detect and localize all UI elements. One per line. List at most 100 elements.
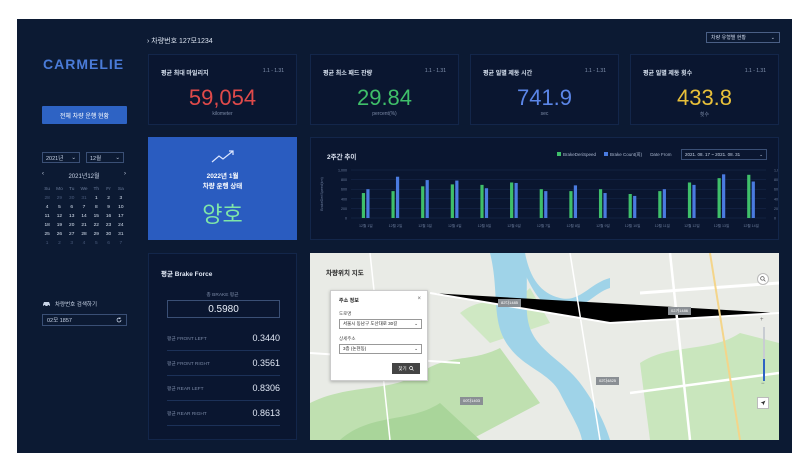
chart-bar-speed[interactable] [598,189,603,218]
calendar-day[interactable]: 31 [118,232,124,237]
chart-bar-speed[interactable] [391,191,395,218]
chart-bar-speed[interactable] [361,193,366,218]
chart-bar-count[interactable] [633,195,637,218]
calendar-day[interactable]: 2 [58,241,61,246]
chart-bar-speed[interactable] [539,189,543,218]
calendar-day[interactable]: 9 [107,205,110,210]
calendar-day[interactable]: 1 [94,196,98,201]
chart-bar-count[interactable] [544,191,548,218]
vehicle-search-input[interactable]: 02모 1857 [42,314,127,326]
zoom-out-icon[interactable]: − [761,381,765,387]
calendar-day[interactable]: 15 [93,214,99,219]
calendar-day[interactable]: 10 [118,205,124,210]
chart-bar-count[interactable] [573,185,578,218]
detail-label: 상세주소 [339,336,356,341]
chart-bar-count[interactable] [395,176,400,218]
next-month-icon[interactable]: › [124,171,126,177]
calendar-day[interactable]: 29 [93,232,99,237]
prev-month-icon[interactable]: ‹ [42,171,44,177]
calendar-day[interactable]: 16 [105,214,112,219]
chart-bar-speed[interactable] [687,182,692,218]
calendar-day[interactable]: 21 [81,223,87,228]
chart-bar-count[interactable] [455,180,459,218]
all-vehicles-button[interactable]: 전체 차량 운행 현황 [42,106,127,124]
chart-bar-speed[interactable] [717,178,721,218]
calendar-day[interactable]: 22 [93,223,99,228]
map-search-button[interactable] [757,273,769,285]
chart-bar-count[interactable] [425,180,429,218]
vehicle-marker[interactable]: 82다1485 [498,299,522,307]
calendar-day[interactable]: 6 [107,241,110,246]
calendar-day[interactable]: 5 [58,205,61,210]
weekday-label: Mo [56,187,63,192]
calendar-day[interactable]: 24 [118,223,124,228]
chart-bar-count[interactable] [692,184,696,218]
calendar-day[interactable]: 30 [105,232,112,237]
chart-bar-count[interactable] [662,189,666,218]
calendar-day[interactable]: 28 [44,196,50,201]
year-select[interactable]: 2021년 ⌄ [42,152,80,163]
popup-search-button[interactable]: 찾기 [392,363,420,374]
calendar-day[interactable]: 2 [107,196,110,201]
calendar-day[interactable]: 11 [44,214,50,219]
x-tick-label: 12월 10일 [625,223,641,228]
map-canvas[interactable] [310,253,779,440]
calendar-day[interactable]: 8 [94,205,98,210]
calendar-day[interactable]: 18 [44,223,50,228]
close-icon[interactable]: × [417,296,421,302]
calendar-day[interactable]: 31 [81,196,87,201]
calendar-day[interactable]: 1 [45,241,49,246]
calendar-day[interactable]: 5 [94,241,98,246]
calendar-day[interactable]: 13 [69,214,75,219]
calendar-day[interactable]: 29 [56,196,63,201]
chart-bar-speed[interactable] [658,191,662,218]
calendar-day[interactable]: 14 [81,214,87,219]
chart-bar-speed[interactable] [480,184,484,218]
calendar-day[interactable]: 27 [69,232,75,237]
calendar-day[interactable]: 7 [119,241,123,246]
calendar-day[interactable]: 7 [82,205,86,210]
vehicle-marker[interactable]: 00다1403 [460,397,484,405]
chart-bar-speed[interactable] [747,174,751,218]
zoom-control[interactable]: + − [760,317,767,389]
vehicle-location-map[interactable]: 차량위치 지도 주소 정보 × 도로명 서울시 동남구 도산대로 30길 ⌄ 상… [310,253,779,440]
date-range-select[interactable]: 2021. 08. 17 ~ 2021. 08. 31 ⌄ [681,149,767,160]
chart-bar-count[interactable] [514,182,518,218]
calendar-day[interactable]: 30 [69,196,75,201]
calendar-day[interactable]: 6 [70,205,74,210]
calendar-day[interactable]: 4 [45,205,49,210]
legend-item: BrakeDeriSpeed [557,152,596,158]
chart-bar-speed[interactable] [628,194,632,218]
calendar-day[interactable]: 19 [56,223,63,228]
chart-bar-speed[interactable] [510,182,514,218]
month-select[interactable]: 12월 ⌄ [86,152,124,163]
chevron-down-icon: ⌄ [115,154,120,161]
calendar-day[interactable]: 17 [118,214,124,219]
calendar-day[interactable]: 4 [82,241,86,246]
chart-bar-speed[interactable] [421,186,425,218]
calendar-day[interactable]: 28 [81,232,87,237]
calendar-day[interactable]: 3 [70,241,74,246]
calendar-day[interactable]: 25 [44,232,50,237]
zoom-in-icon[interactable]: + [760,317,764,323]
my-location-button[interactable] [757,397,769,409]
vehicle-marker[interactable]: 02거1486 [668,307,692,315]
chart-bar-count[interactable] [722,174,726,218]
road-address-select[interactable]: 서울시 동남구 도산대로 30길 ⌄ [339,319,422,329]
chart-bar-count[interactable] [603,193,607,218]
chart-bar-count[interactable] [484,188,489,218]
calendar-day[interactable]: 20 [69,223,75,228]
calendar-day[interactable]: 3 [119,196,123,201]
chart-bar-speed[interactable] [450,184,454,218]
vehicle-marker[interactable]: 02다4825 [596,377,620,385]
refresh-icon[interactable] [116,317,122,323]
weekday-label: Fr [106,187,111,192]
detail-address-select[interactable]: 3층 (논현동) ⌄ [339,344,422,354]
chart-bar-count[interactable] [366,189,370,218]
calendar-day[interactable]: 26 [56,232,63,237]
chart-bar-count[interactable] [751,181,755,218]
chart-bar-speed[interactable] [569,191,573,218]
calendar-day[interactable]: 12 [56,214,63,219]
calendar-day[interactable]: 23 [105,223,112,228]
vehicle-type-select[interactable]: 차량 유형별 현황 ⌄ [706,32,780,43]
